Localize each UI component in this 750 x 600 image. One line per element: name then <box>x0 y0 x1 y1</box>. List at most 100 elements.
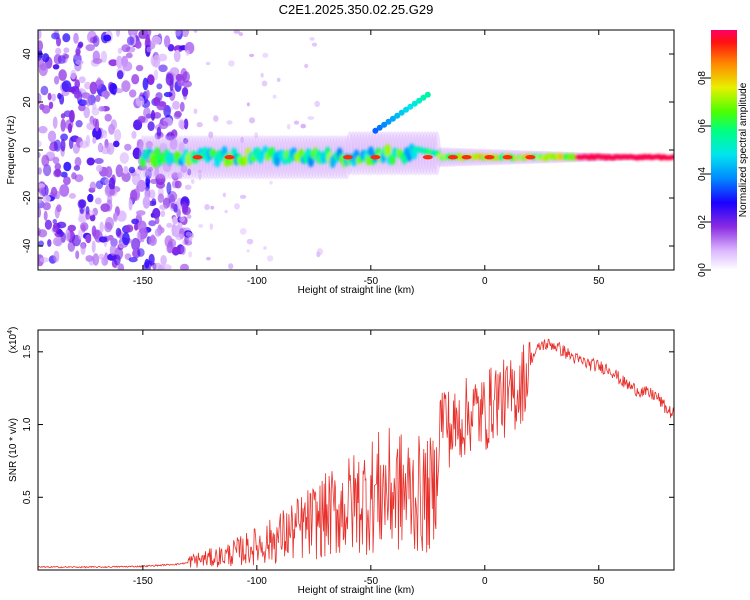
noise-blob-170 <box>129 30 139 34</box>
noise-blob-375 <box>165 73 174 86</box>
noise-blob-554 <box>187 236 193 243</box>
noise-blob-409 <box>145 89 150 99</box>
noise-blob-319 <box>84 81 92 90</box>
noise-blob-418 <box>121 44 131 53</box>
noise-blob-270 <box>145 141 153 149</box>
noise-blob-28 <box>104 113 112 122</box>
noise-blob-295 <box>73 53 82 61</box>
noise-blob-102 <box>94 197 102 205</box>
noise-blob-529 <box>206 256 211 261</box>
noise-blob-507 <box>41 154 50 167</box>
noise-blob-520 <box>254 132 259 139</box>
noise-blob-573 <box>228 263 234 270</box>
branch-point <box>376 124 383 131</box>
noise-blob-570 <box>239 194 247 199</box>
noise-blob-442 <box>182 71 191 83</box>
noise-blob-407 <box>42 202 51 211</box>
noise-blob-434 <box>43 210 48 221</box>
noise-blob-458 <box>60 118 66 132</box>
noise-blob-285 <box>86 97 92 107</box>
noise-blob-307 <box>99 221 104 233</box>
noise-blob-498 <box>96 77 102 90</box>
noise-blob-508 <box>52 225 59 233</box>
noise-blob-291 <box>165 132 175 141</box>
noise-blob-17 <box>187 168 192 176</box>
noise-blob-541 <box>212 163 216 167</box>
noise-blob-406 <box>174 30 182 37</box>
noise-blob-335 <box>156 83 163 90</box>
noise-blob-316 <box>179 101 185 112</box>
noise-blob-100 <box>38 140 42 148</box>
trace-point <box>367 146 375 157</box>
noise-blob-340 <box>65 228 71 242</box>
noise-blob-517 <box>148 235 157 246</box>
noise-blob-254 <box>38 167 42 175</box>
noise-blob-176 <box>153 69 159 81</box>
y-tick-label: 20 <box>22 96 33 108</box>
noise-blob-450 <box>143 107 151 119</box>
noise-blob-91 <box>114 129 122 142</box>
colorbar: 0.0 0.2 0.4 0.6 0.8 Normalized spectral ampl… <box>697 30 749 277</box>
noise-blob-547 <box>304 63 309 69</box>
noise-blob-341 <box>92 58 103 64</box>
snr-scale-factor: (x104) <box>7 327 19 354</box>
noise-blob-451 <box>74 91 81 99</box>
noise-blob-269 <box>69 193 76 199</box>
noise-blob-391 <box>166 182 172 195</box>
noise-blob-114 <box>52 218 57 225</box>
hotspot <box>484 155 495 160</box>
noise-blob-431 <box>51 32 60 40</box>
noise-blob-136 <box>63 176 71 186</box>
noise-blob-264 <box>172 216 178 225</box>
colorbar-gradient <box>711 30 737 270</box>
noise-blob-229 <box>104 222 113 233</box>
noise-blob-332 <box>89 214 96 222</box>
spectrogram-heatmap <box>38 30 674 270</box>
noise-blob-557 <box>205 61 211 66</box>
noise-blob-180 <box>62 33 71 43</box>
noise-blob-305 <box>79 208 84 214</box>
noise-blob-134 <box>44 219 53 230</box>
noise-blob-437 <box>85 134 91 148</box>
noise-blob-428 <box>78 76 86 84</box>
noise-blob-481 <box>53 139 62 152</box>
noise-blob-411 <box>73 165 81 171</box>
noise-blob-404 <box>98 143 103 152</box>
noise-blob-87 <box>87 193 94 203</box>
noise-blob-470 <box>171 246 180 256</box>
noise-blob-512 <box>48 101 54 110</box>
noise-blob-342 <box>130 189 138 202</box>
noise-blob-354 <box>169 67 180 77</box>
noise-blob-503 <box>57 55 66 64</box>
noise-blob-294 <box>117 263 125 270</box>
noise-blob-381 <box>86 122 95 131</box>
noise-blob-435 <box>163 35 171 48</box>
noise-blob-135 <box>92 137 97 144</box>
noise-blob-491 <box>75 59 84 65</box>
noise-blob-521 <box>300 123 307 129</box>
noise-blob-301 <box>148 200 157 206</box>
x-tick-label: 0 <box>482 576 488 587</box>
noise-blob-562 <box>263 246 267 250</box>
noise-blob-417 <box>113 212 118 221</box>
noise-blob-256 <box>147 74 155 86</box>
noise-blob-48 <box>52 64 60 70</box>
noise-blob-273 <box>60 133 68 141</box>
noise-blob-530 <box>185 50 190 57</box>
noise-blob-464 <box>47 239 52 247</box>
noise-blob-550 <box>262 52 269 58</box>
noise-blob-252 <box>77 199 86 209</box>
noise-blob-548 <box>185 231 192 237</box>
noise-blob-462 <box>178 119 185 129</box>
noise-blob-19 <box>54 162 62 171</box>
noise-blob-317 <box>116 70 124 80</box>
noise-blob-182 <box>54 75 60 85</box>
noise-blob-104 <box>81 92 91 99</box>
branch-point <box>381 121 388 128</box>
noise-blob-460 <box>154 228 162 237</box>
snr-series-line <box>38 338 674 569</box>
noise-blob-443 <box>179 216 186 223</box>
noise-blob-195 <box>140 231 145 243</box>
noise-blob-347 <box>71 172 77 180</box>
y-tick-label: 40 <box>22 48 33 60</box>
